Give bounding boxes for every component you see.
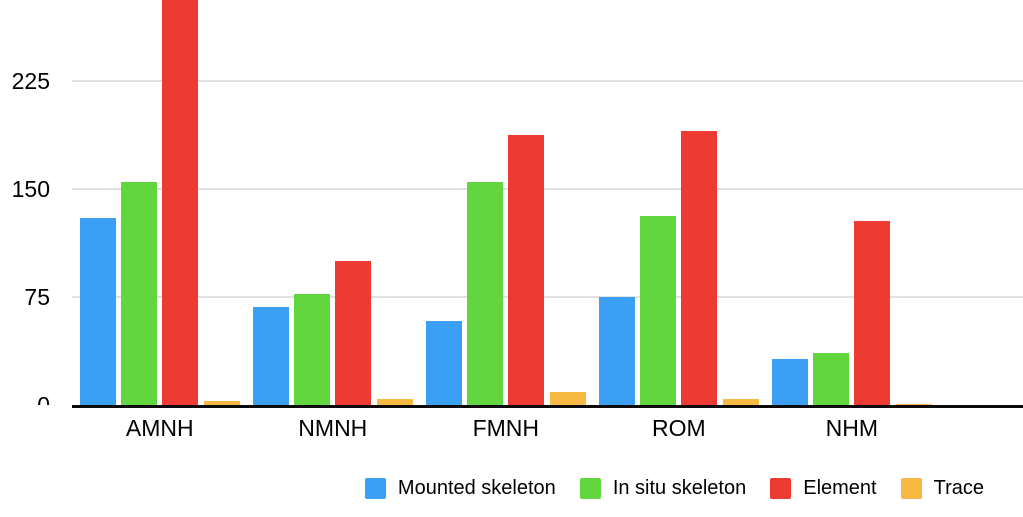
legend-label: Mounted skeleton xyxy=(397,477,556,499)
y-axis-tick-label: 150 xyxy=(11,175,50,202)
legend: Mounted skeleton In situ skeleton Element T… xyxy=(364,477,984,499)
legend-swatch-icon xyxy=(579,477,601,499)
gridline xyxy=(72,295,1023,298)
x-axis-line xyxy=(72,405,1023,408)
bar-fmnh-element xyxy=(508,135,545,405)
bar-fmnh-in-situ-skeleton xyxy=(467,181,504,405)
y-axis-tick-label: 225 xyxy=(11,67,50,94)
legend-label: In situ skeleton xyxy=(612,477,747,499)
legend-swatch-icon xyxy=(900,477,922,499)
x-axis-labels: AMNH NMNH FMNH ROM NHM xyxy=(0,414,1023,444)
x-axis-category-label: ROM xyxy=(651,415,706,441)
bar-fmnh-mounted-skeleton xyxy=(426,321,462,405)
bar-rom-trace xyxy=(722,399,759,405)
bar-nhm-mounted-skeleton xyxy=(772,358,808,405)
bar-rom-in-situ-skeleton xyxy=(640,216,677,405)
bar-amnh-trace xyxy=(203,400,240,405)
gridline xyxy=(72,79,1023,82)
legend-item-element: Element xyxy=(770,477,877,499)
legend-item-in-situ-skeleton: In situ skeleton xyxy=(579,477,747,499)
y-axis-tick-label: 75 xyxy=(24,283,50,310)
bar-nmnh-mounted-skeleton xyxy=(253,307,289,405)
bar-amnh-element xyxy=(162,0,199,405)
x-axis-category-label: FMNH xyxy=(472,415,540,441)
bar-rom-mounted-skeleton xyxy=(599,296,635,405)
bar-amnh-in-situ-skeleton xyxy=(121,181,158,405)
legend-item-trace: Trace xyxy=(900,477,984,499)
legend-label: Trace xyxy=(933,477,984,499)
gridline xyxy=(72,187,1023,190)
bar-nhm-in-situ-skeleton xyxy=(813,353,850,405)
legend-swatch-icon xyxy=(364,477,386,499)
bar-nhm-trace xyxy=(895,403,932,405)
x-axis-category-label: AMNH xyxy=(125,415,194,441)
bar-nhm-element xyxy=(854,220,891,405)
legend-label: Element xyxy=(803,477,877,499)
bar-nmnh-element xyxy=(335,260,372,405)
bar-nmnh-trace xyxy=(376,399,413,405)
x-axis-category-label: NHM xyxy=(825,415,878,441)
bar-amnh-mounted-skeleton xyxy=(80,217,116,405)
plot-area: 0 75 150 225 xyxy=(11,0,1023,405)
legend-swatch-icon xyxy=(770,477,792,499)
bar-rom-element xyxy=(681,131,718,405)
bar-fmnh-trace xyxy=(549,392,586,405)
y-axis-tick-label: 0 xyxy=(37,392,50,405)
legend-item-mounted-skeleton: Mounted skeleton xyxy=(364,477,556,499)
bar-nmnh-in-situ-skeleton xyxy=(294,294,331,405)
x-axis-category-label: NMNH xyxy=(298,415,368,441)
